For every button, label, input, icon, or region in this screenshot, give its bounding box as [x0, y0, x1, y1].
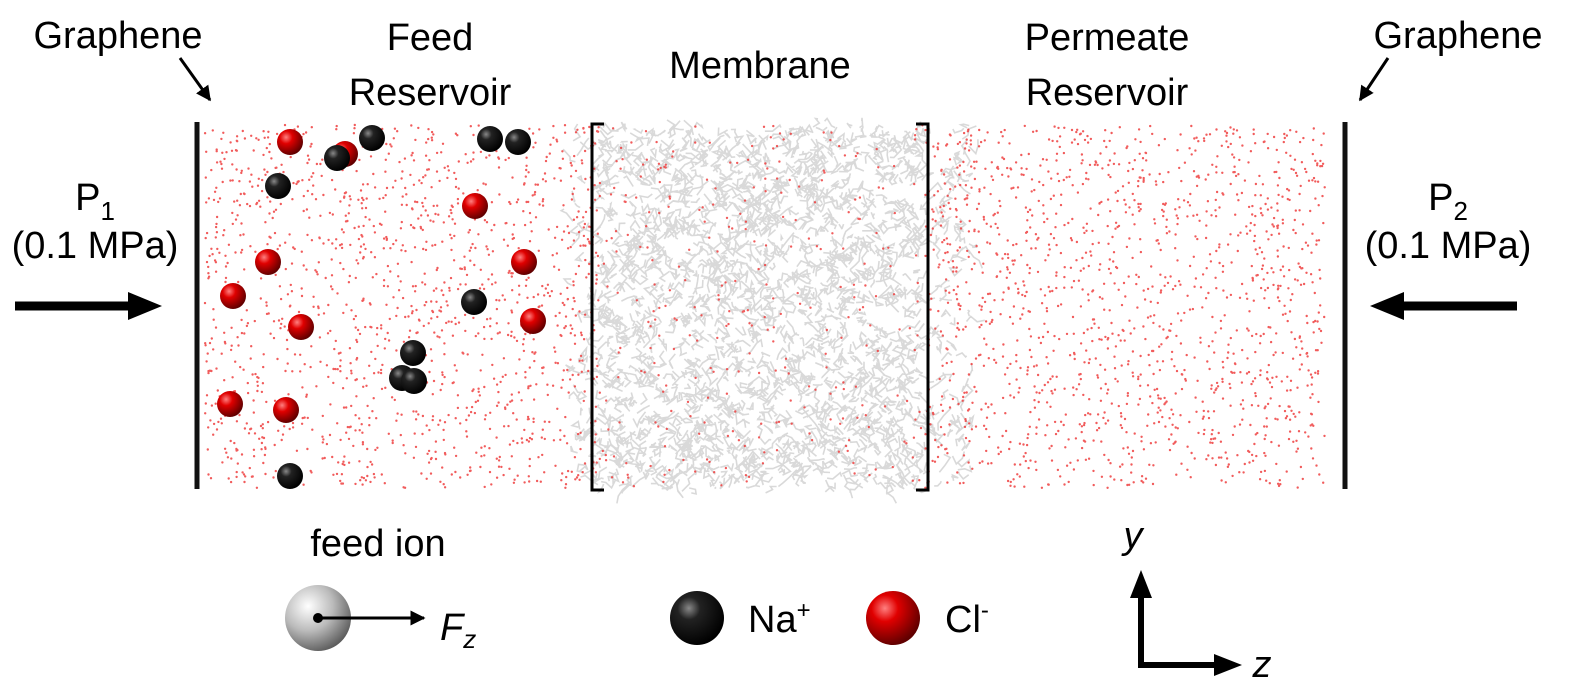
label: Reservoir [349, 72, 512, 114]
chloride-ion [288, 314, 314, 340]
sodium-ion [461, 289, 487, 315]
label: Feed [387, 17, 474, 59]
axis-label: z [1252, 644, 1272, 686]
label: Membrane [669, 45, 851, 87]
pointer-arrow [178, 57, 212, 102]
chloride-ion [511, 249, 537, 275]
membrane-bracket [590, 122, 604, 492]
chloride-sphere [866, 591, 920, 645]
pressure-value: (0.1 MPa) [1365, 225, 1532, 267]
chloride-ion [462, 193, 488, 219]
force-label: Fz [440, 607, 476, 654]
label: Permeate [1025, 17, 1190, 59]
sodium-ion [477, 126, 503, 152]
sodium-ion [401, 368, 427, 394]
legend-label: feed ion [310, 523, 445, 565]
chloride-ion [520, 308, 546, 334]
chloride-ion [255, 249, 281, 275]
pressure-label: P1 [75, 177, 115, 226]
pointer-arrow [1358, 57, 1390, 102]
label: Graphene [1373, 15, 1542, 57]
sodium-ion [265, 173, 291, 199]
sodium-ion [505, 129, 531, 155]
subscript: 1 [100, 196, 114, 226]
sodium-ion [359, 125, 385, 151]
chloride-label: Cl- [945, 597, 989, 641]
symbol: P [1428, 177, 1453, 219]
label: Reservoir [1026, 72, 1189, 114]
simulation-box [203, 117, 1326, 504]
superscript: + [797, 597, 811, 624]
arrow-head [1370, 292, 1404, 320]
pressure-label: P2 [1428, 177, 1468, 226]
symbol: P [75, 177, 100, 219]
pressure-value: (0.1 MPa) [12, 225, 179, 267]
sodium-label: Na+ [748, 597, 811, 641]
symbol: F [440, 607, 465, 649]
chloride-ion [217, 391, 243, 417]
water-dots [203, 123, 1326, 490]
sodium-ion [324, 145, 350, 171]
symbol: Na [748, 599, 797, 641]
subscript: z [462, 624, 476, 654]
sodium-sphere [670, 591, 724, 645]
sodium-ion [400, 340, 426, 366]
sodium-ion [277, 463, 303, 489]
membrane-polymer [559, 117, 985, 504]
symbol: Cl [945, 599, 981, 641]
superscript: - [981, 597, 989, 624]
chloride-ion [220, 283, 246, 309]
arrow-head [128, 292, 162, 320]
axis-label: y [1121, 515, 1145, 557]
arrow-head [1130, 570, 1152, 598]
arrow-head [1214, 654, 1242, 676]
label: Graphene [33, 15, 202, 57]
chloride-ion [273, 397, 299, 423]
chloride-ion [277, 129, 303, 155]
membrane-bracket [916, 122, 930, 492]
subscript: 2 [1453, 196, 1467, 226]
